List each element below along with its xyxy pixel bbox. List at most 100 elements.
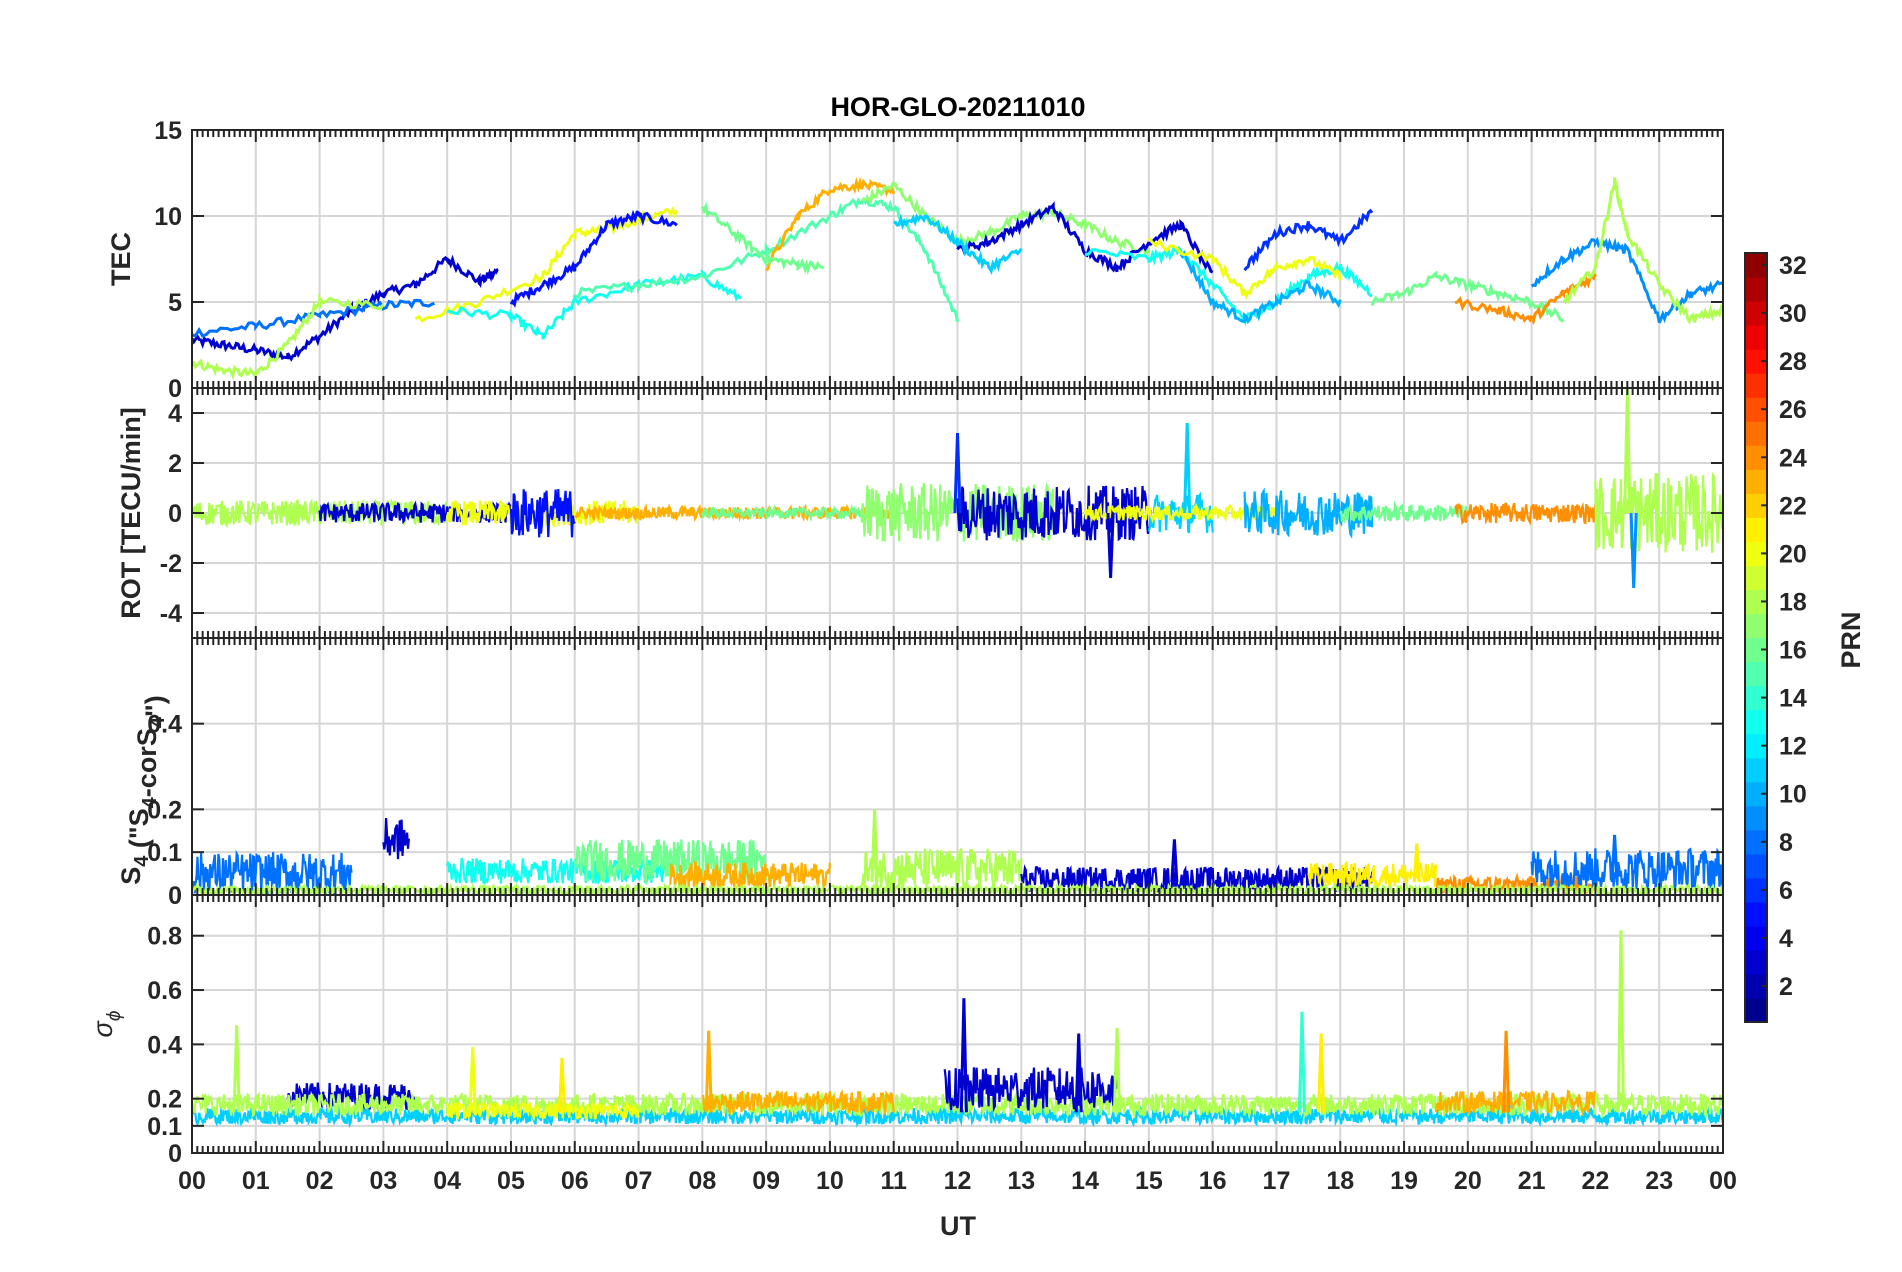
colorbar-level: [1745, 901, 1767, 927]
colorbar-level: [1745, 613, 1767, 639]
x-tick-label: 12: [944, 1167, 972, 1195]
svg-text:σϕ: σϕ: [88, 1011, 125, 1038]
rot-trace-prn-3: [956, 485, 1150, 542]
colorbar-tick-label: 24: [1779, 444, 1807, 472]
x-tick-label: 18: [1326, 1167, 1354, 1195]
sigma_phi-spike-prn-18: [1616, 930, 1625, 1113]
y-tick-label: 0.2: [147, 1086, 182, 1114]
y-tick-label: 0.1: [147, 839, 182, 867]
tec-series-prn-9: [1530, 236, 1723, 324]
colorbar-level: [1745, 325, 1767, 350]
sigma_phi-trace-prn-3: [943, 1067, 1119, 1113]
x-tick-label: 00: [178, 1167, 206, 1195]
colorbar-tick-label: 30: [1779, 300, 1807, 328]
sigma_phi-trace-prn-20: [446, 1099, 640, 1122]
colorbar-level: [1745, 805, 1767, 831]
svg-text:ROT [TECU/min]: ROT [TECU/min]: [116, 407, 146, 618]
x-tick-label: 07: [625, 1167, 653, 1195]
colorbar-level: [1745, 301, 1767, 326]
x-tick-label: 16: [1199, 1167, 1227, 1195]
x-tick-label: 08: [688, 1167, 716, 1195]
sigma_phi-spike-prn-20: [468, 1047, 477, 1113]
x-tick-label: 01: [242, 1167, 270, 1195]
plot-area: [192, 930, 1723, 1129]
svg-text:S4 ("S4-corS4"): S4 ("S4-corS4"): [116, 695, 170, 885]
colorbar-tick-label: 4: [1779, 925, 1793, 953]
x-tick-label: 03: [369, 1167, 397, 1195]
colorbar-tick-label: 10: [1779, 781, 1807, 809]
colorbar-tick-label: 22: [1779, 492, 1807, 520]
s4-trace-prn-21: [1307, 860, 1437, 890]
y-tick-label: -2: [160, 550, 182, 578]
colorbar-level: [1745, 829, 1767, 855]
rot-spike-prn-9: [1629, 512, 1638, 589]
sigma-phi-panel: 00.10.2 0.4 0.6 0.8 00 01 02 03 04 05 06 07 08 09 10 11…: [147, 894, 1737, 1195]
s4-spike-prn-8: [1610, 834, 1619, 883]
s4-spike-prn-3: [1170, 839, 1179, 883]
tec-series-prn-3: [192, 254, 499, 363]
tec-series-prn-6: [1243, 208, 1374, 272]
figure-title: HOR-GLO-20211010: [830, 92, 1085, 122]
x-tick-label: 09: [752, 1167, 780, 1195]
sigma_phi-spike-prn-3: [1074, 1033, 1083, 1113]
s4-trace-prn-18: [860, 848, 1023, 891]
y-tick-label: 0.4: [147, 711, 182, 739]
s4-trace-prn-16: [573, 838, 768, 886]
colorbar-tick-label: 26: [1779, 396, 1807, 424]
colorbar-tick-label: 18: [1779, 588, 1807, 616]
colorbar-level: [1745, 757, 1767, 783]
rot-panel: -4 -2 0 2 4: [160, 387, 1724, 639]
y-tick-label: 0: [168, 882, 182, 910]
tec-series-prn-8: [192, 298, 435, 338]
colorbar-tick-label: 14: [1779, 685, 1807, 713]
colorbar-level: [1745, 685, 1767, 711]
sigma_phi-spike-prn-18: [1112, 1028, 1121, 1113]
x-tick-label: 05: [497, 1167, 525, 1195]
y-tick-label: 0.8: [147, 923, 182, 951]
x-tick-label: 06: [561, 1167, 589, 1195]
rot-trace-prn-10: [1243, 487, 1374, 539]
x-tick-label: 23: [1645, 1167, 1673, 1195]
tec-series-prn-11: [893, 213, 1023, 275]
rot-axis-label: ROT [TECU/min]: [116, 407, 146, 618]
x-axis-label: UT: [940, 1211, 976, 1241]
colorbar-tick-label: 20: [1779, 540, 1807, 568]
s4-spike-prn-21: [1412, 843, 1421, 883]
x-tick-label: 11: [880, 1167, 907, 1195]
rot-trace-prn-16: [1339, 500, 1469, 524]
x-tick-label: 00: [1709, 1167, 1737, 1195]
rot-spike-prn-3: [1106, 512, 1115, 579]
rot-trace-prn-5: [509, 488, 576, 538]
x-tick-label: 20: [1454, 1167, 1482, 1195]
colorbar-level: [1745, 445, 1767, 470]
colorbar-level: [1745, 877, 1767, 903]
colorbar-level: [1745, 781, 1767, 807]
sigma_phi-trace-prn-23: [1434, 1089, 1597, 1117]
y-tick-label: 10: [154, 203, 182, 231]
plot-area: [192, 176, 1723, 381]
colorbar-tick-label: 2: [1779, 973, 1793, 1001]
colorbar-level: [1745, 949, 1767, 975]
tec-series-prn-15: [574, 193, 959, 323]
colorbar-level: [1745, 925, 1767, 951]
y-tick-label: 0: [168, 375, 182, 403]
y-tick-label: 0.6: [147, 977, 182, 1005]
colorbar-level: [1745, 565, 1767, 591]
tec-series-prn-17: [860, 181, 1151, 258]
sigma_phi-spike-prn-18: [232, 1025, 241, 1113]
colorbar-tick-label: 32: [1779, 252, 1807, 280]
x-tick-label: 02: [306, 1167, 334, 1195]
y-tick-label: -4: [160, 600, 182, 628]
colorbar-level: [1745, 397, 1767, 422]
tec-panel: 0 5 10 15: [154, 117, 1724, 403]
s4-axis-label: S4 ("S4-corS4"): [116, 695, 170, 885]
x-tick-label: 10: [816, 1167, 844, 1195]
colorbar-tick-label: 12: [1779, 733, 1807, 761]
y-tick-label: 0: [168, 500, 182, 528]
plot-area: [192, 388, 1723, 589]
x-tick-label: 22: [1582, 1167, 1610, 1195]
rot-trace-prn-24: [1454, 501, 1597, 526]
y-tick-label: 15: [154, 117, 182, 145]
tec-series-prn-18: [192, 294, 385, 381]
